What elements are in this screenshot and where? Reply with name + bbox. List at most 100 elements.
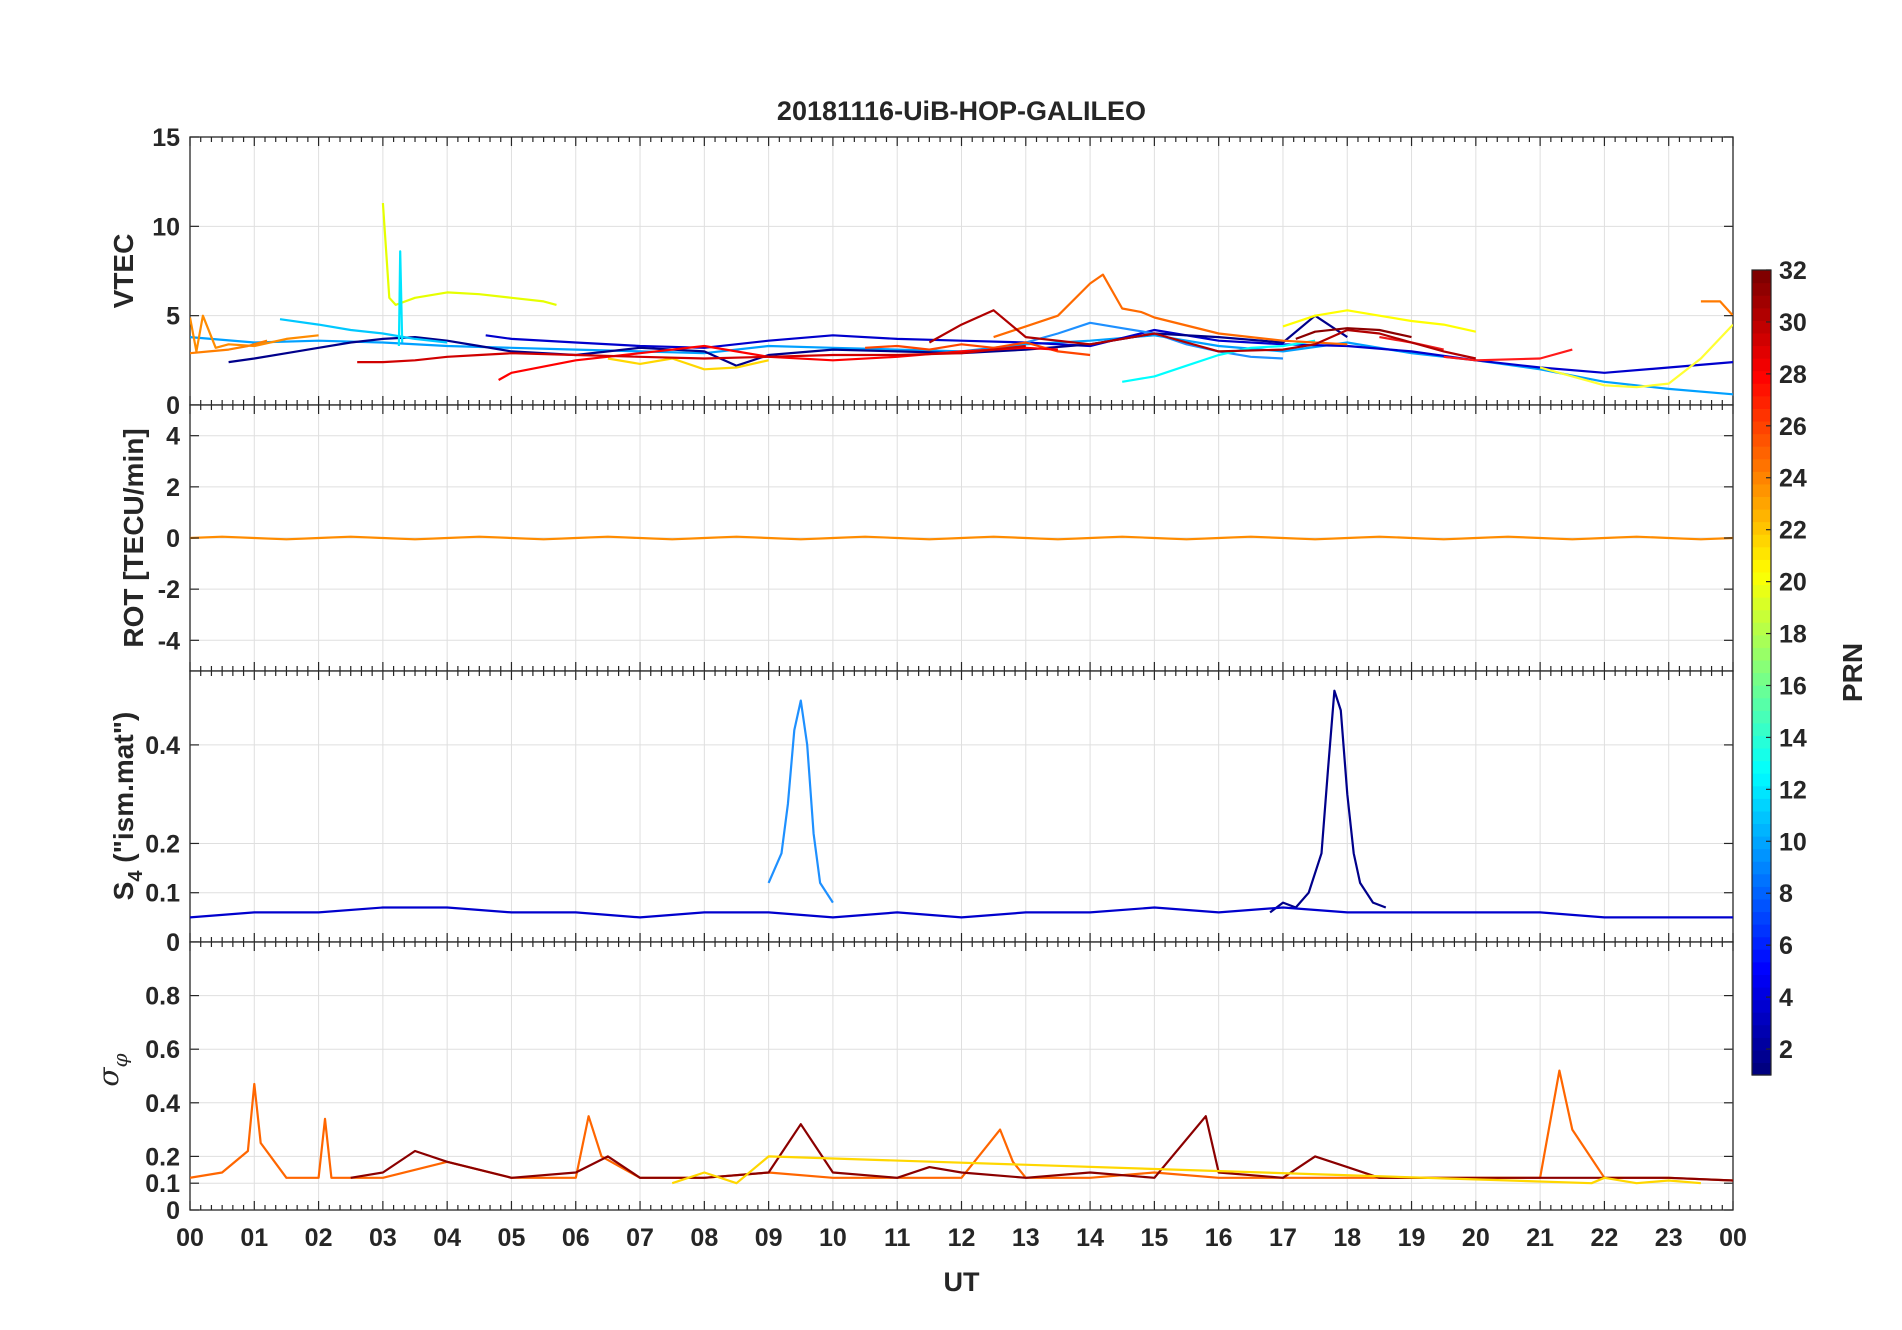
colorbar-swatch [1752,974,1771,988]
colorbar-swatch [1752,597,1771,611]
x-tick-label: 10 [819,1224,847,1252]
colorbar-tick-label: 16 [1779,672,1807,700]
minor-ticks [189,942,1734,1210]
y-axis-label: S4 ("ism.mat") [108,712,147,901]
colorbar-swatch [1752,886,1771,900]
colorbar-swatch [1752,1049,1771,1064]
y-tick-label: 4 [166,423,180,451]
colorbar-swatch [1752,370,1771,384]
series-line [279,318,448,344]
colorbar-swatch [1752,1062,1771,1076]
colorbar-swatch [1752,810,1771,825]
x-tick-label: 15 [1140,1224,1168,1252]
colorbar-swatch [1752,345,1771,359]
y-tick-label: 0.1 [145,880,180,908]
y-tick-label: 0 [166,1197,180,1225]
x-tick-label: 01 [240,1224,268,1252]
minor-ticks [189,137,1734,405]
grid-lines [190,671,1733,942]
colorbar-swatch [1752,508,1771,523]
colorbar-swatch [1752,685,1771,699]
x-tick-label: 16 [1205,1224,1233,1252]
y-tick-label: 0 [166,525,180,553]
colorbar-tick-label: 20 [1779,569,1807,597]
x-tick-label: 13 [1012,1224,1040,1252]
y-tick-labels: -4 -2 0 2 4 [158,423,1733,655]
colorbar-swatch [1752,735,1771,749]
y-tick-label: 0 [166,929,180,957]
colorbar-swatch [1752,760,1771,774]
x-tick-label: 04 [433,1224,461,1252]
x-tick-label: 07 [626,1224,654,1252]
x-tick-label: 18 [1333,1224,1361,1252]
colorbar-swatch [1752,836,1771,850]
colorbar-swatch [1752,924,1771,938]
colorbar-swatch [1752,1037,1771,1051]
series-line [397,250,404,347]
colorbar-swatch [1752,546,1771,560]
colorbar-tick-label: 12 [1779,776,1807,804]
colorbar-swatch [1752,446,1771,460]
x-tick-label: 08 [690,1224,718,1252]
x-tick-label: 20 [1462,1224,1490,1252]
colorbar-frame [1751,269,1772,1076]
y-tick-label: 15 [152,124,180,152]
colorbar-swatch [1752,395,1771,409]
series-group [190,1069,1733,1185]
series-line [767,699,834,904]
x-tick-label: 21 [1526,1224,1554,1252]
colorbar-swatch [1752,282,1771,296]
colorbar-tick-label: 32 [1779,257,1807,285]
series-line [190,314,319,353]
colorbar-swatch [1752,861,1771,875]
y-tick-label: 5 [166,303,180,331]
colorbar-tick-label: 24 [1779,465,1807,493]
x-tick-label: 06 [562,1224,590,1252]
y-tick-label: 0.6 [145,1036,180,1064]
colorbar-tick-label: 18 [1779,621,1807,649]
x-tick-label: 00 [1719,1224,1747,1252]
chart-title: 20181116-UiB-HOP-GALILEO [777,96,1146,126]
colorbar-swatch [1752,584,1771,598]
colorbar-tick-label: 14 [1779,724,1807,752]
series-group [190,535,1733,541]
y-tick-label: 0.4 [145,732,180,760]
grid-lines [190,942,1733,1210]
panel-rot: -4 -2 0 2 4 ROT [TECU/min] [118,404,1734,672]
series-line [993,273,1348,346]
series-line [190,906,1733,919]
colorbar-swatch [1752,332,1771,347]
colorbar-swatch [1752,697,1771,711]
colorbar-swatch [1752,270,1771,284]
colorbar-swatch [1752,534,1771,548]
x-tick-label: 00 [176,1224,204,1252]
x-tick-label: 05 [498,1224,526,1252]
series-line [671,1155,1701,1185]
y-axis-label: σφ [92,1053,132,1086]
grid-lines [190,137,1733,405]
y-tick-label: 0.2 [145,1143,180,1171]
colorbar-tick-label: 30 [1779,309,1807,337]
colorbar-swatch [1752,383,1771,397]
colorbar-swatch [1752,358,1771,372]
colorbar-tick-label: 10 [1779,828,1807,856]
y-tick-label: 0.2 [145,830,180,858]
colorbar-swatch [1752,747,1771,762]
colorbar-swatch [1752,433,1771,447]
colorbar-tick-label: 8 [1779,880,1793,908]
colorbar-tick-label: 6 [1779,932,1793,960]
panel-s4: 0 0.1 0.2 0.4S4 ("ism.mat") [108,670,1734,957]
colorbar-tick-label: 2 [1779,1036,1793,1064]
colorbar-swatch [1752,458,1771,472]
colorbar-swatch [1752,873,1771,887]
panel-vtec: 0 5 10 15 VTEC [108,124,1734,420]
y-tick-labels: 00.10.2 0.4 0.6 0.8 [145,983,1733,1225]
y-tick-label: 0.4 [145,1090,180,1118]
colorbar-swatch [1752,609,1771,623]
colorbar-swatch [1752,521,1771,535]
x-tick-label: 22 [1591,1224,1619,1252]
colorbar-swatch [1752,295,1771,309]
series-line [381,203,557,306]
colorbar-swatch [1752,622,1771,636]
colorbar-swatch [1752,471,1771,485]
